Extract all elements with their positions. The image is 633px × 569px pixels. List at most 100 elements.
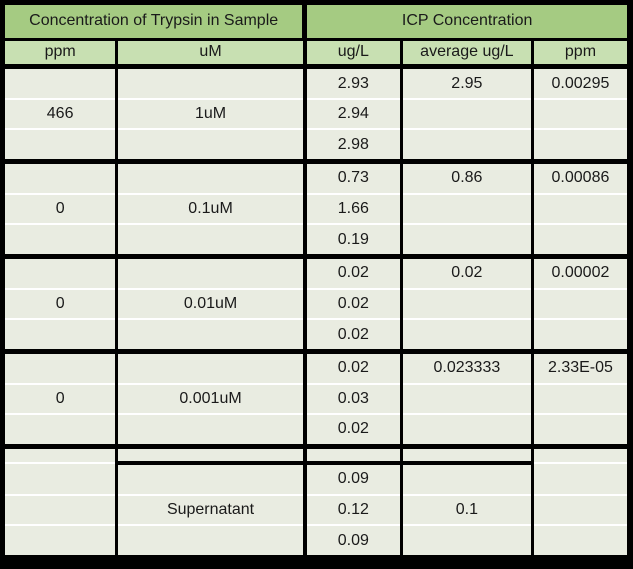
col-header-ppm-icp[interactable]: ppm [530,39,627,70]
cell-um[interactable]: 0.01uM [115,288,305,321]
cell-ugl[interactable]: 0.02 [302,351,402,385]
cell-um[interactable] [115,463,305,496]
cell-ppm-icp[interactable] [530,494,627,527]
cell-ppm-icp[interactable] [530,193,627,226]
cell-average-ugl[interactable] [399,525,533,555]
cell-um[interactable] [115,129,305,165]
cell-ugl[interactable]: 2.98 [302,129,402,165]
table-row: 0.73 0.86 0.00086 [5,161,627,195]
header-icp-concentration[interactable]: ICP Concentration [302,5,627,41]
cell-ppm-icp[interactable] [530,383,627,416]
cell-average-ugl[interactable] [399,193,533,226]
cell-ppm[interactable]: 0 [5,288,117,321]
cell-empty[interactable] [530,446,627,465]
cell-average-ugl[interactable] [399,288,533,321]
cell-ppm-icp[interactable] [530,414,627,449]
cell-ppm[interactable] [5,161,117,195]
cell-average-ugl[interactable]: 0.86 [399,161,533,195]
cell-ppm-icp[interactable] [530,525,627,555]
col-header-average-ugl[interactable]: average ug/L [399,39,533,70]
cell-ugl[interactable]: 0.03 [302,383,402,416]
cell-ppm[interactable] [5,463,117,496]
table-row: 0 0.01uM 0.02 [5,288,627,321]
cell-empty[interactable] [399,446,533,466]
cell-average-ugl[interactable] [399,463,533,496]
cell-um[interactable]: 1uM [115,98,305,131]
table-row: 2.98 [5,129,627,165]
cell-average-ugl[interactable]: 0.02 [399,256,533,290]
col-header-um[interactable]: uM [115,39,305,70]
cell-empty[interactable] [5,446,117,465]
cell-ppm[interactable] [5,256,117,290]
cell-ppm[interactable] [5,66,117,100]
cell-ppm[interactable] [5,224,117,260]
cell-ppm[interactable] [5,494,117,527]
cell-ppm-icp[interactable] [530,463,627,496]
table-row: ppm uM ug/L average ug/L ppm [5,39,627,70]
cell-average-ugl[interactable] [399,129,533,165]
cell-um[interactable] [115,414,305,449]
cell-um[interactable] [115,525,305,555]
cell-ugl[interactable]: 2.93 [302,66,402,100]
cell-um[interactable] [115,66,305,100]
table-row: 0.09 [5,525,627,555]
cell-ppm[interactable]: 0 [5,193,117,226]
cell-ppm-icp[interactable]: 0.00002 [530,256,627,290]
cell-average-ugl[interactable] [399,319,533,354]
cell-ppm-icp[interactable]: 0.00295 [530,66,627,100]
cell-ppm-icp[interactable] [530,319,627,354]
cell-ppm-icp[interactable] [530,224,627,260]
table-row: Supernatant 0.12 0.1 [5,494,627,527]
cell-average-ugl[interactable]: 0.1 [399,494,533,527]
cell-um[interactable] [115,224,305,260]
cell-um[interactable] [115,256,305,290]
cell-average-ugl[interactable]: 2.95 [399,66,533,100]
cell-empty[interactable] [302,446,402,466]
table-row: 0.19 [5,224,627,260]
col-header-ppm[interactable]: ppm [5,39,117,70]
cell-ppm-icp[interactable]: 2.33E-05 [530,351,627,385]
cell-ppm[interactable] [5,414,117,449]
cell-ppm[interactable] [5,319,117,354]
cell-average-ugl[interactable]: 0.023333 [399,351,533,385]
cell-ppm-icp[interactable] [530,98,627,131]
table-row: 0.02 [5,319,627,354]
cell-ugl[interactable]: 0.73 [302,161,402,195]
cell-ppm[interactable]: 466 [5,98,117,131]
col-header-ugl[interactable]: ug/L [302,39,402,70]
table-row: 0.09 [5,463,627,496]
cell-average-ugl[interactable] [399,414,533,449]
cell-ppm-icp[interactable] [530,129,627,165]
cell-ugl[interactable]: 1.66 [302,193,402,226]
cell-ppm[interactable] [5,129,117,165]
cell-ugl[interactable]: 0.19 [302,224,402,260]
cell-ppm-icp[interactable]: 0.00086 [530,161,627,195]
cell-ugl[interactable]: 2.94 [302,98,402,131]
cell-ppm-icp[interactable] [530,288,627,321]
cell-ugl[interactable]: 0.02 [302,319,402,354]
table-row: 0.02 0.023333 2.33E-05 [5,351,627,385]
cell-um[interactable] [115,319,305,354]
table-row: 0 0.1uM 1.66 [5,193,627,226]
cell-empty[interactable] [115,446,305,466]
cell-ppm[interactable] [5,351,117,385]
cell-um[interactable] [115,161,305,195]
table-row: Concentration of Trypsin in Sample ICP C… [5,5,627,41]
cell-ugl[interactable]: 0.12 [302,494,402,527]
header-trypsin-sample[interactable]: Concentration of Trypsin in Sample [5,5,305,41]
cell-ppm[interactable]: 0 [5,383,117,416]
cell-um[interactable]: 0.1uM [115,193,305,226]
cell-ugl[interactable]: 0.02 [302,256,402,290]
cell-average-ugl[interactable] [399,98,533,131]
cell-ugl[interactable]: 0.09 [302,525,402,555]
cell-average-ugl[interactable] [399,383,533,416]
cell-um[interactable]: 0.001uM [115,383,305,416]
cell-supernatant-label[interactable]: Supernatant [115,494,305,527]
cell-um[interactable] [115,351,305,385]
table-row: 0.02 0.02 0.00002 [5,256,627,290]
cell-average-ugl[interactable] [399,224,533,260]
cell-ppm[interactable] [5,525,117,555]
cell-ugl[interactable]: 0.02 [302,288,402,321]
cell-ugl[interactable]: 0.02 [302,414,402,449]
cell-ugl[interactable]: 0.09 [302,463,402,496]
